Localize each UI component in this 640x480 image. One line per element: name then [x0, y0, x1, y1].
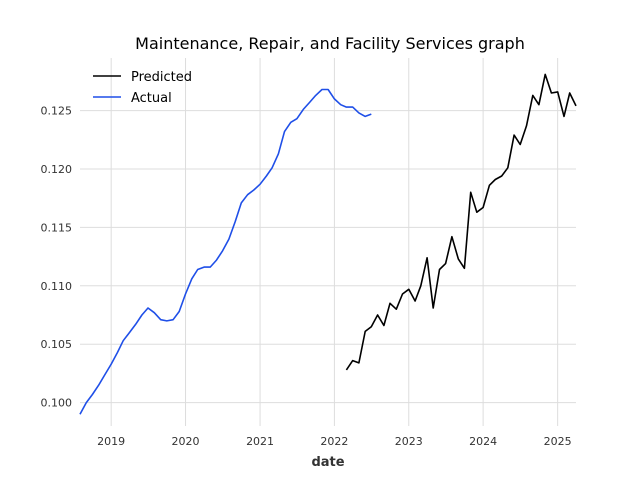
chart-title: Maintenance, Repair, and Facility Servic… — [135, 34, 525, 53]
y-tick-label: 0.115 — [41, 221, 73, 234]
y-tick-label: 0.100 — [41, 397, 73, 410]
y-tick-label: 0.120 — [41, 163, 73, 176]
series-line-predicted — [345, 73, 577, 371]
tick-labels: 2019 2020 2021 2022 2023 2024 2025 0.100 0.105 0.… — [41, 105, 572, 448]
grid — [80, 58, 576, 426]
series-lines — [79, 73, 577, 415]
y-tick-label: 0.125 — [41, 105, 73, 118]
x-tick-label: 2024 — [469, 435, 497, 448]
legend-label-actual: Actual — [131, 91, 172, 106]
x-tick-label: 2021 — [246, 435, 274, 448]
legend-label-predicted: Predicted — [131, 70, 192, 85]
x-tick-label: 2020 — [172, 435, 200, 448]
x-tick-label: 2022 — [320, 435, 348, 448]
legend: Predicted Actual — [93, 70, 192, 106]
y-tick-label: 0.105 — [41, 338, 73, 351]
series-line-actual — [79, 88, 372, 415]
x-tick-label: 2019 — [97, 435, 125, 448]
x-axis-label: date — [311, 455, 344, 470]
y-tick-label: 0.110 — [41, 280, 73, 293]
x-tick-label: 2025 — [544, 435, 572, 448]
x-tick-label: 2023 — [395, 435, 423, 448]
